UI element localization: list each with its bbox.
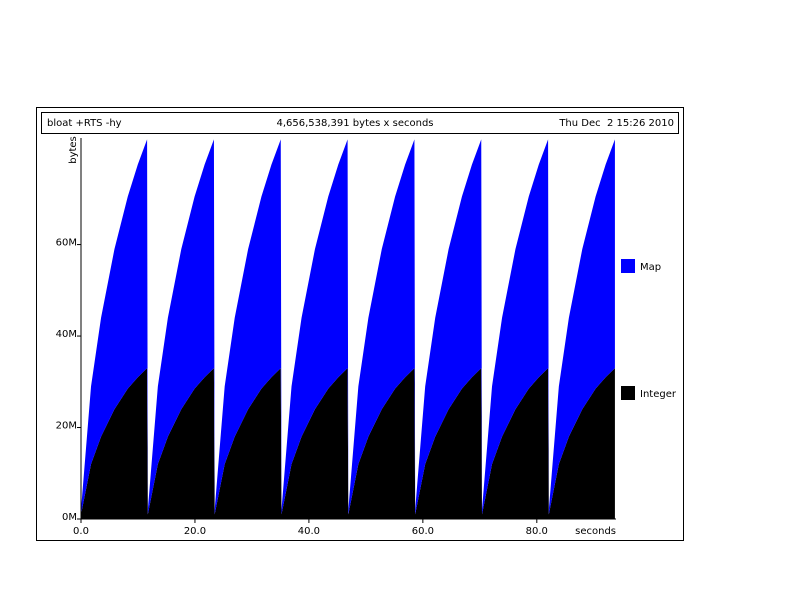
y-tick-label: 20M bbox=[56, 421, 77, 432]
x-tick-label: 20.0 bbox=[184, 526, 206, 537]
y-tick-label: 40M bbox=[56, 329, 77, 340]
area bbox=[81, 368, 615, 519]
legend-label: Map bbox=[640, 262, 661, 273]
outer-frame bbox=[36, 107, 684, 541]
legend-swatch bbox=[621, 386, 635, 400]
legend-swatch bbox=[621, 259, 635, 273]
y-tick-label: 0M bbox=[62, 512, 77, 523]
header-box bbox=[41, 112, 679, 134]
x-axis-label: seconds bbox=[575, 526, 616, 537]
program-name: bloat +RTS -hy bbox=[47, 118, 122, 129]
legend-label: Integer bbox=[640, 389, 677, 400]
date: Thu Dec 2 15:26 2010 bbox=[558, 118, 674, 129]
total: 4,656,538,391 bytes x seconds bbox=[276, 118, 433, 129]
y-axis-label: bytes bbox=[68, 136, 79, 164]
x-tick-label: 60.0 bbox=[412, 526, 434, 537]
x-tick-label: 40.0 bbox=[298, 526, 320, 537]
y-tick-label: 60M bbox=[56, 238, 77, 249]
x-tick-label: 0.0 bbox=[73, 526, 89, 537]
area bbox=[81, 139, 615, 515]
x-tick-label: 80.0 bbox=[526, 526, 548, 537]
